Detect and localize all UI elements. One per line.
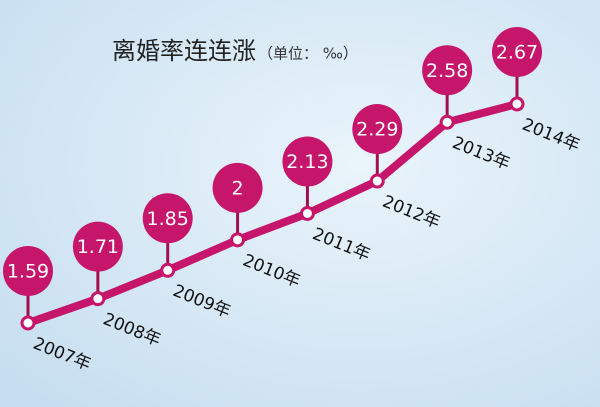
chart-title: 离婚率连连涨 (112, 37, 256, 65)
bubble (422, 45, 473, 96)
point (160, 262, 176, 278)
value-label: 1.85 (147, 208, 189, 230)
value-label: 2.67 (496, 42, 538, 64)
value-label: 1.59 (7, 261, 49, 283)
point (20, 315, 36, 331)
bubble (3, 246, 53, 296)
point (90, 291, 106, 307)
bubble (72, 221, 123, 272)
bubble (282, 136, 333, 187)
value-label: 2 (232, 177, 244, 199)
value-label: 1.71 (77, 236, 119, 258)
bubble (142, 193, 193, 244)
line (26, 100, 519, 327)
point (299, 206, 315, 221)
point (439, 114, 455, 130)
point (230, 232, 246, 248)
value-label: 2.58 (426, 60, 468, 82)
point (509, 96, 525, 112)
bubble (212, 162, 263, 213)
bubble (352, 104, 403, 155)
chart-subtitle: （单位： ‰） (258, 45, 358, 63)
point (369, 173, 385, 189)
bubble (492, 27, 542, 77)
value-label: 2.29 (356, 119, 398, 141)
value-label: 2.13 (286, 151, 328, 173)
